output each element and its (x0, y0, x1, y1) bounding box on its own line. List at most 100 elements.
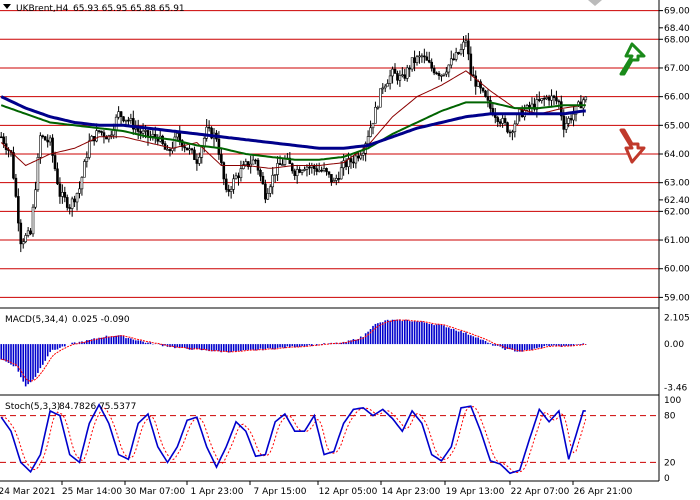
candle-body (396, 73, 399, 81)
candle-body (31, 206, 35, 235)
candle-body (569, 118, 573, 121)
candle-body (305, 166, 309, 170)
candle-body (545, 97, 548, 100)
ma-slow-line (0, 95, 586, 150)
candle-body (117, 111, 120, 118)
candle-body (481, 87, 485, 92)
y-tick-label: 69.00 (664, 7, 690, 17)
candle-body (139, 131, 142, 134)
candle-body (34, 189, 37, 208)
candle-body (440, 75, 443, 77)
candle-body (12, 152, 15, 179)
candle-body (298, 169, 301, 173)
y-tick-label: 67.00 (664, 64, 690, 74)
candle-body (484, 90, 487, 97)
candle-body (352, 161, 355, 164)
candle-body (425, 56, 429, 61)
y-tick-label: 65.00 (664, 121, 690, 131)
candle-body (166, 149, 169, 151)
macd-values: 0.025 -0.090 (72, 315, 130, 325)
candle-body (415, 56, 419, 63)
candle-body (224, 178, 228, 190)
candle-body (234, 175, 238, 180)
stoch-main-line (0, 402, 586, 475)
candle-body (452, 58, 456, 61)
candle-body (53, 155, 57, 170)
candle-body (180, 140, 184, 147)
candle-body (501, 118, 504, 124)
candle-body (183, 146, 186, 149)
candle-body (266, 193, 270, 200)
candle-body (232, 178, 235, 190)
candle-body (325, 168, 328, 173)
candle-body (381, 87, 385, 90)
candle-body (278, 163, 282, 166)
candle-body (330, 174, 333, 183)
candle-body (515, 114, 519, 125)
candle-body (83, 161, 86, 178)
x-tick-label: 24 Mar 2021 (0, 487, 56, 497)
candle-body (176, 133, 179, 138)
candle-body (300, 170, 304, 173)
candle-body (56, 168, 59, 185)
candle-body (332, 180, 336, 183)
candle-body (379, 88, 382, 108)
candle-body (582, 99, 585, 109)
candle-body (97, 130, 101, 132)
candle-body (220, 154, 223, 163)
macd-label: MACD(5,34,4) (5, 315, 68, 325)
candle-body (78, 188, 81, 194)
candle-body (205, 126, 208, 139)
candle-body (217, 138, 221, 155)
x-tick-label: 30 Mar 07:00 (125, 487, 185, 497)
candle-body (2, 136, 5, 144)
candle-body (68, 207, 72, 209)
candle-body (290, 163, 294, 172)
candle-body (122, 116, 125, 122)
candle-body (222, 162, 226, 180)
y-tick-label: 60.00 (664, 265, 690, 275)
candle-body (256, 159, 260, 171)
candle-body (335, 178, 338, 181)
candle-body (489, 100, 492, 109)
candle-body (413, 57, 416, 63)
candle-body (242, 164, 245, 169)
candle-body (564, 123, 568, 130)
ma-mid-line (0, 101, 586, 161)
x-tick-label: 19 Apr 13:00 (446, 487, 505, 497)
candle-body (237, 175, 240, 178)
candle-body (371, 122, 375, 129)
candle-body (173, 136, 177, 149)
candle-body (317, 169, 321, 172)
candle-body (303, 169, 306, 171)
candle-body (393, 68, 397, 74)
candle-body (542, 98, 546, 100)
candle-body (386, 83, 389, 87)
candle-body (347, 158, 350, 168)
candle-body (200, 146, 204, 158)
down-arrow-icon (619, 128, 646, 164)
candle-body (293, 170, 297, 176)
ohlc-values: 65.93 65.95 65.88 65.91 (73, 4, 185, 14)
candle-body (246, 161, 250, 167)
candle-body (198, 156, 201, 164)
candle-body (193, 149, 196, 160)
candle-body (401, 74, 404, 77)
candle-body (535, 99, 539, 110)
y-tick-label: 66.00 (664, 93, 690, 103)
candle-body (503, 118, 507, 123)
stoch-y-tick-label: 100 (664, 396, 681, 406)
candle-body (403, 74, 407, 79)
x-tick-label: 1 Apr 23:00 (191, 487, 244, 497)
candle-body (136, 127, 140, 132)
candle-body (80, 176, 84, 190)
stoch-y-tick-label: 20 (664, 458, 676, 468)
candle-body (423, 55, 426, 58)
candle-body (210, 127, 213, 139)
candle-body (273, 174, 277, 176)
candle-body (454, 52, 458, 60)
chevron-down-icon[interactable] (3, 4, 11, 9)
candle-body (14, 177, 18, 197)
candle-body (337, 178, 341, 180)
